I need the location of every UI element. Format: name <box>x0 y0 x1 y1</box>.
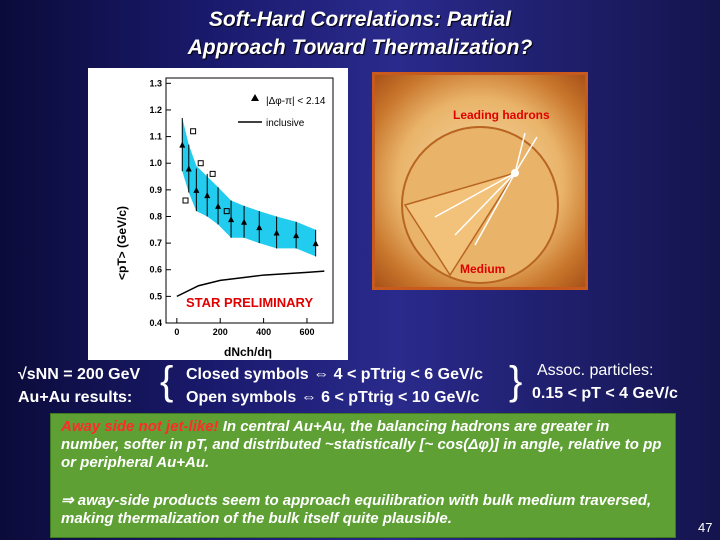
conclusion-box: Away side not jet-like! In central Au+Au… <box>50 413 676 538</box>
energy-label: √sNN = 200 GeV <box>18 366 141 383</box>
data-point-7 <box>256 224 263 231</box>
y-tick-label-8: 1.2 <box>149 105 162 115</box>
open-symbol-1 <box>190 128 197 135</box>
systematic-band <box>182 117 316 257</box>
y-tick-label-2: 0.6 <box>149 265 162 275</box>
slide-title-line1: Soft-Hard Correlations: Partial <box>208 8 512 31</box>
legend-entry-inclusive: inclusive <box>266 118 305 129</box>
pt-vs-multiplicity-chart: 0.4 0.5 0.6 0.7 0.8 0.9 1.0 1.1 1.2 1.3 0 200 400 600… <box>88 68 348 360</box>
open-symbol-4 <box>223 208 230 215</box>
data-point-9 <box>293 232 300 239</box>
particle-track-3 <box>474 172 516 246</box>
leading-track-1 <box>514 132 526 174</box>
page-number: 47 <box>698 520 713 535</box>
y-tick-label-3: 0.7 <box>149 238 162 248</box>
y-tick-label-1: 0.5 <box>149 291 162 301</box>
open-symbol-2 <box>197 160 204 167</box>
data-point-3 <box>204 192 211 199</box>
conclusion-text-1: In central Au+Au, the balancing hadrons … <box>61 418 662 471</box>
assoc-particles-title: Assoc. particles: <box>537 362 654 379</box>
data-point-10 <box>312 240 319 247</box>
cartoon-drawing: Leading hadrons Medium <box>401 108 559 284</box>
leading-track-2 <box>514 136 538 174</box>
left-brace: { <box>160 359 174 403</box>
data-point-5 <box>228 216 235 223</box>
label-leading-hadrons: Leading hadrons <box>453 108 550 122</box>
open-symbol-3 <box>209 170 216 177</box>
away-side-highlight: Away side not jet-like! <box>61 418 219 435</box>
data-point-8 <box>273 229 280 236</box>
legend-entry-correlated: |Δφ-π| < 2.14 <box>266 96 326 107</box>
star-preliminary-label: STAR PRELIMINARY <box>186 295 313 310</box>
assoc-particles-range: 0.15 < pT < 4 GeV/c <box>532 385 678 402</box>
right-brace: } <box>509 359 523 403</box>
y-tick-label-6: 1.0 <box>149 158 162 168</box>
x-tick-label-3: 600 <box>299 327 314 337</box>
open-symbol-0 <box>182 197 189 204</box>
inclusive-line <box>176 270 325 298</box>
conclusion-paragraph-1: Away side not jet-like! In central Au+Au… <box>51 418 675 472</box>
slide-title-line2: Approach Toward Thermalization? <box>187 36 533 59</box>
x-tick-label-2: 400 <box>256 327 271 337</box>
au-au-label: Au+Au results: <box>18 389 133 406</box>
y-tick-label-9: 1.3 <box>149 78 162 88</box>
y-tick-label-0: 0.4 <box>149 318 162 328</box>
x-tick-label-0: 0 <box>174 327 179 337</box>
jet-cone <box>403 171 517 277</box>
vertex-dot <box>511 169 519 177</box>
y-tick-label-4: 0.8 <box>149 211 162 221</box>
data-point-6 <box>241 218 248 225</box>
legend-triangle-marker <box>251 94 259 101</box>
particle-track-1 <box>434 172 516 218</box>
x-axis-label: dNch/dη <box>224 345 272 359</box>
data-point-2 <box>193 186 200 193</box>
y-axis-label: <pT> (GeV/c) <box>115 206 129 280</box>
y-tick-label-7: 1.1 <box>149 132 162 142</box>
data-point-4 <box>215 202 222 209</box>
x-tick-label-1: 200 <box>213 327 228 337</box>
particle-track-2 <box>454 172 516 236</box>
closed-symbols-note: Closed symbols ⇔ 4 < pTtrig < 6 GeV/c <box>186 366 483 383</box>
data-point-1 <box>185 165 192 172</box>
plot-frame <box>165 77 334 324</box>
open-symbols-note: Open symbols ⇔ 6 < pTtrig < 10 GeV/c <box>186 389 480 406</box>
conclusion-paragraph-2: ⇒ away-side products seem to approach eq… <box>61 492 652 527</box>
label-medium: Medium <box>460 262 505 276</box>
y-tick-label-5: 0.9 <box>149 185 162 195</box>
leading-hadron-medium-cartoon: Leading hadrons Medium <box>372 72 588 290</box>
data-point-0 <box>179 141 186 148</box>
